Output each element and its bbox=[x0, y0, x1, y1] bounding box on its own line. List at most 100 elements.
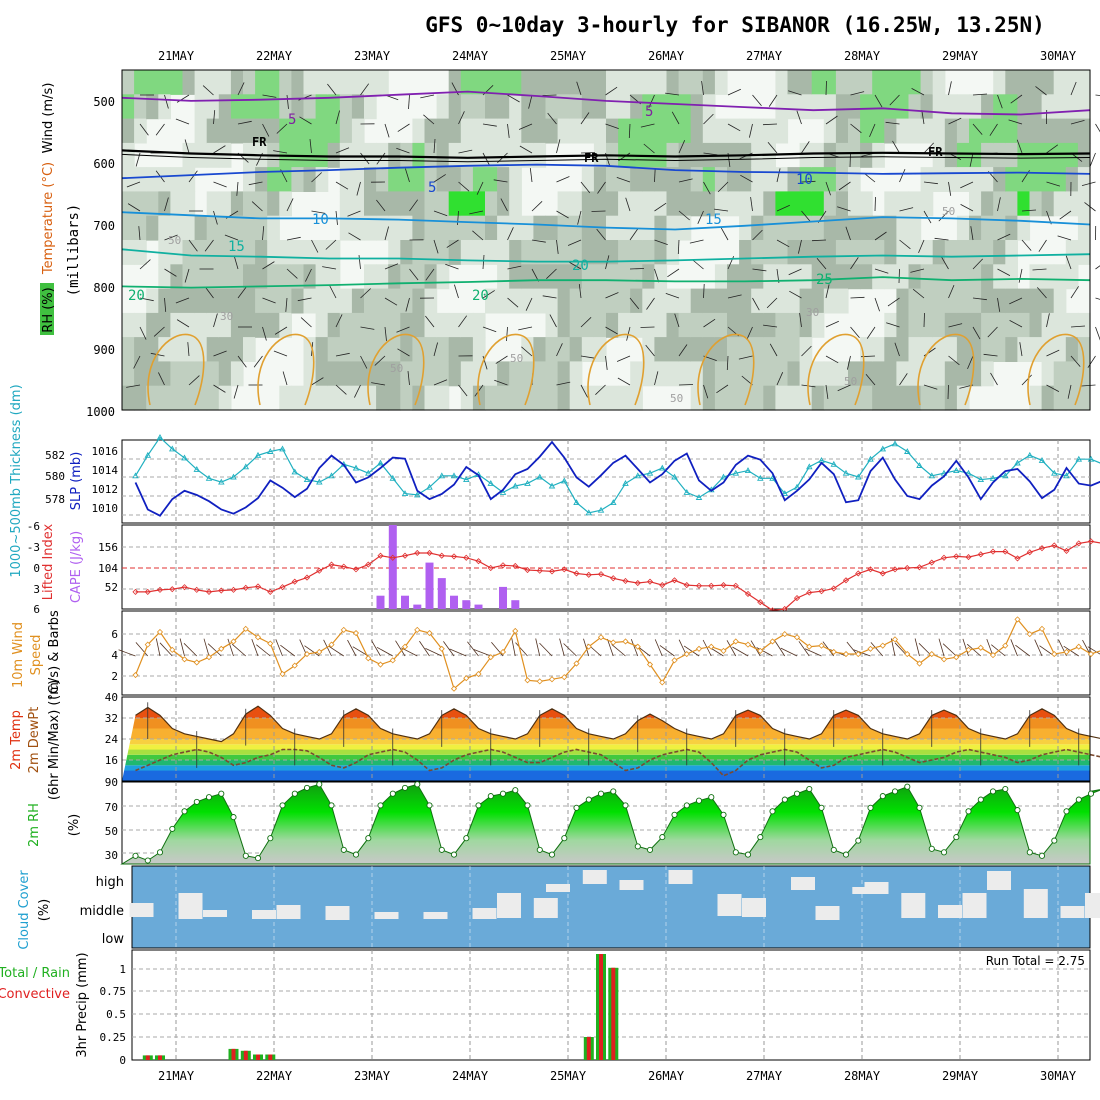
wind-barb bbox=[605, 123, 619, 129]
rh-shading-cell bbox=[642, 361, 655, 387]
rh-contour-label: 30 bbox=[806, 306, 819, 319]
rh-shading-cell bbox=[303, 118, 317, 144]
rh-shading-cell bbox=[327, 361, 341, 387]
rh-shading-cell bbox=[690, 167, 704, 192]
rh-shading-cell bbox=[956, 94, 970, 120]
rh-point bbox=[365, 835, 372, 842]
surface-wind-barb bbox=[1087, 646, 1100, 655]
rh-shading-cell bbox=[327, 264, 341, 290]
wind-barb bbox=[1016, 139, 1023, 154]
rh-shading-cell bbox=[388, 312, 401, 338]
top-date-label: 23MAY bbox=[354, 49, 391, 63]
wind-barb bbox=[654, 202, 667, 212]
rh-shading-cell bbox=[485, 118, 498, 144]
surface-wind-barb bbox=[179, 638, 185, 657]
lifted-index-point bbox=[267, 588, 274, 595]
wind-barb bbox=[752, 94, 762, 106]
rh-shading-cell bbox=[255, 288, 268, 314]
cape-li-marks bbox=[122, 525, 1100, 614]
rh-point bbox=[989, 788, 997, 795]
rh-point bbox=[463, 835, 470, 842]
wind-speed-point bbox=[487, 654, 494, 661]
rh-shading-cell bbox=[472, 312, 486, 338]
temperature-band bbox=[122, 770, 1090, 781]
cloud-bar bbox=[619, 880, 644, 890]
rh-shading-cell bbox=[690, 288, 704, 314]
wind-barb bbox=[997, 297, 1001, 312]
rh-shading-cell bbox=[884, 94, 897, 120]
thickness-point bbox=[573, 499, 580, 506]
surface-wind-barb bbox=[607, 638, 614, 657]
rh-shading-cell bbox=[654, 118, 668, 144]
rh-point bbox=[316, 781, 323, 788]
rh-shading-cell bbox=[690, 118, 704, 144]
wind-barb bbox=[458, 149, 473, 154]
isotherm-label: 5 bbox=[428, 180, 436, 196]
rh-shading-cell bbox=[630, 70, 643, 95]
rh-shading-cell bbox=[763, 118, 776, 144]
thickness-point bbox=[218, 478, 225, 485]
rh-shading-cell bbox=[727, 337, 740, 362]
cloud-bar bbox=[742, 898, 766, 917]
rh-shading-cell bbox=[763, 264, 776, 290]
rh-point bbox=[389, 790, 396, 797]
wind-barb bbox=[801, 210, 811, 222]
wind-barb bbox=[850, 123, 862, 134]
rh-shading-cell bbox=[412, 215, 426, 241]
lifted-index-point bbox=[634, 579, 641, 587]
wind-barb bbox=[605, 292, 619, 299]
rh-shading-cell bbox=[1017, 94, 1031, 120]
wind-barb bbox=[921, 110, 925, 125]
thickness-point bbox=[781, 490, 789, 497]
rh-shading-cell bbox=[969, 142, 982, 168]
rh-shading-cell bbox=[400, 312, 413, 338]
rh-point bbox=[634, 843, 641, 850]
rh-shading-cell bbox=[1005, 215, 1018, 241]
rh-shading-cell bbox=[206, 118, 220, 144]
rh-shading-cell bbox=[739, 288, 752, 314]
rh-shading-cell bbox=[1065, 361, 1079, 387]
wind-barb bbox=[305, 268, 312, 282]
rh-shading-cell bbox=[920, 288, 934, 314]
thickness-point bbox=[536, 473, 544, 480]
wind-barb bbox=[825, 355, 839, 364]
rh-shading-cell bbox=[243, 118, 256, 144]
cape-li-panel: -6 -3 0 3 6 52 104 156 Lifted Index CAPE… bbox=[27, 520, 1100, 616]
rh-shading-cell bbox=[1065, 118, 1079, 144]
rh-shading-cell bbox=[472, 94, 486, 120]
rh-shading-cell bbox=[134, 215, 147, 241]
wind-barb bbox=[472, 230, 484, 241]
wind-barb bbox=[248, 181, 263, 186]
rh-shading-cell bbox=[509, 70, 522, 95]
wind-barb bbox=[866, 326, 876, 339]
wind-barb bbox=[997, 94, 1003, 109]
rh-shading-cell bbox=[485, 142, 498, 168]
rh-shading-cell bbox=[569, 361, 583, 387]
wind-barb bbox=[801, 345, 812, 357]
rh-shading-cell bbox=[606, 240, 619, 265]
rh-shading-cell bbox=[279, 191, 292, 217]
wind-barb bbox=[894, 342, 900, 357]
rh-shading-cell bbox=[303, 240, 317, 265]
lifted-index-point bbox=[450, 553, 458, 560]
thickness-point bbox=[671, 473, 678, 480]
rh-shading-cell bbox=[182, 142, 196, 168]
wind-barb bbox=[769, 343, 778, 357]
wind-barb bbox=[374, 355, 386, 366]
rh-shading-cell bbox=[376, 361, 389, 387]
rh-shading-cell bbox=[848, 240, 861, 265]
pressure-tick-label: 1000 bbox=[86, 405, 115, 419]
rh-shading-cell bbox=[569, 240, 583, 265]
rh-shading-cell bbox=[896, 191, 910, 217]
thickness-point bbox=[205, 474, 213, 481]
rh-shading-cell bbox=[969, 288, 982, 314]
rh-shading-cell bbox=[823, 142, 837, 168]
rh-shading-cell bbox=[981, 240, 994, 265]
rh-shading-cell bbox=[497, 167, 510, 192]
rh-shading-cell bbox=[1065, 167, 1079, 192]
wind-barb bbox=[776, 372, 784, 386]
wind-speed-point bbox=[291, 662, 298, 669]
wind-barb bbox=[948, 284, 955, 299]
rh-shading-cell bbox=[255, 167, 268, 192]
rh-shading-cell bbox=[509, 167, 522, 192]
